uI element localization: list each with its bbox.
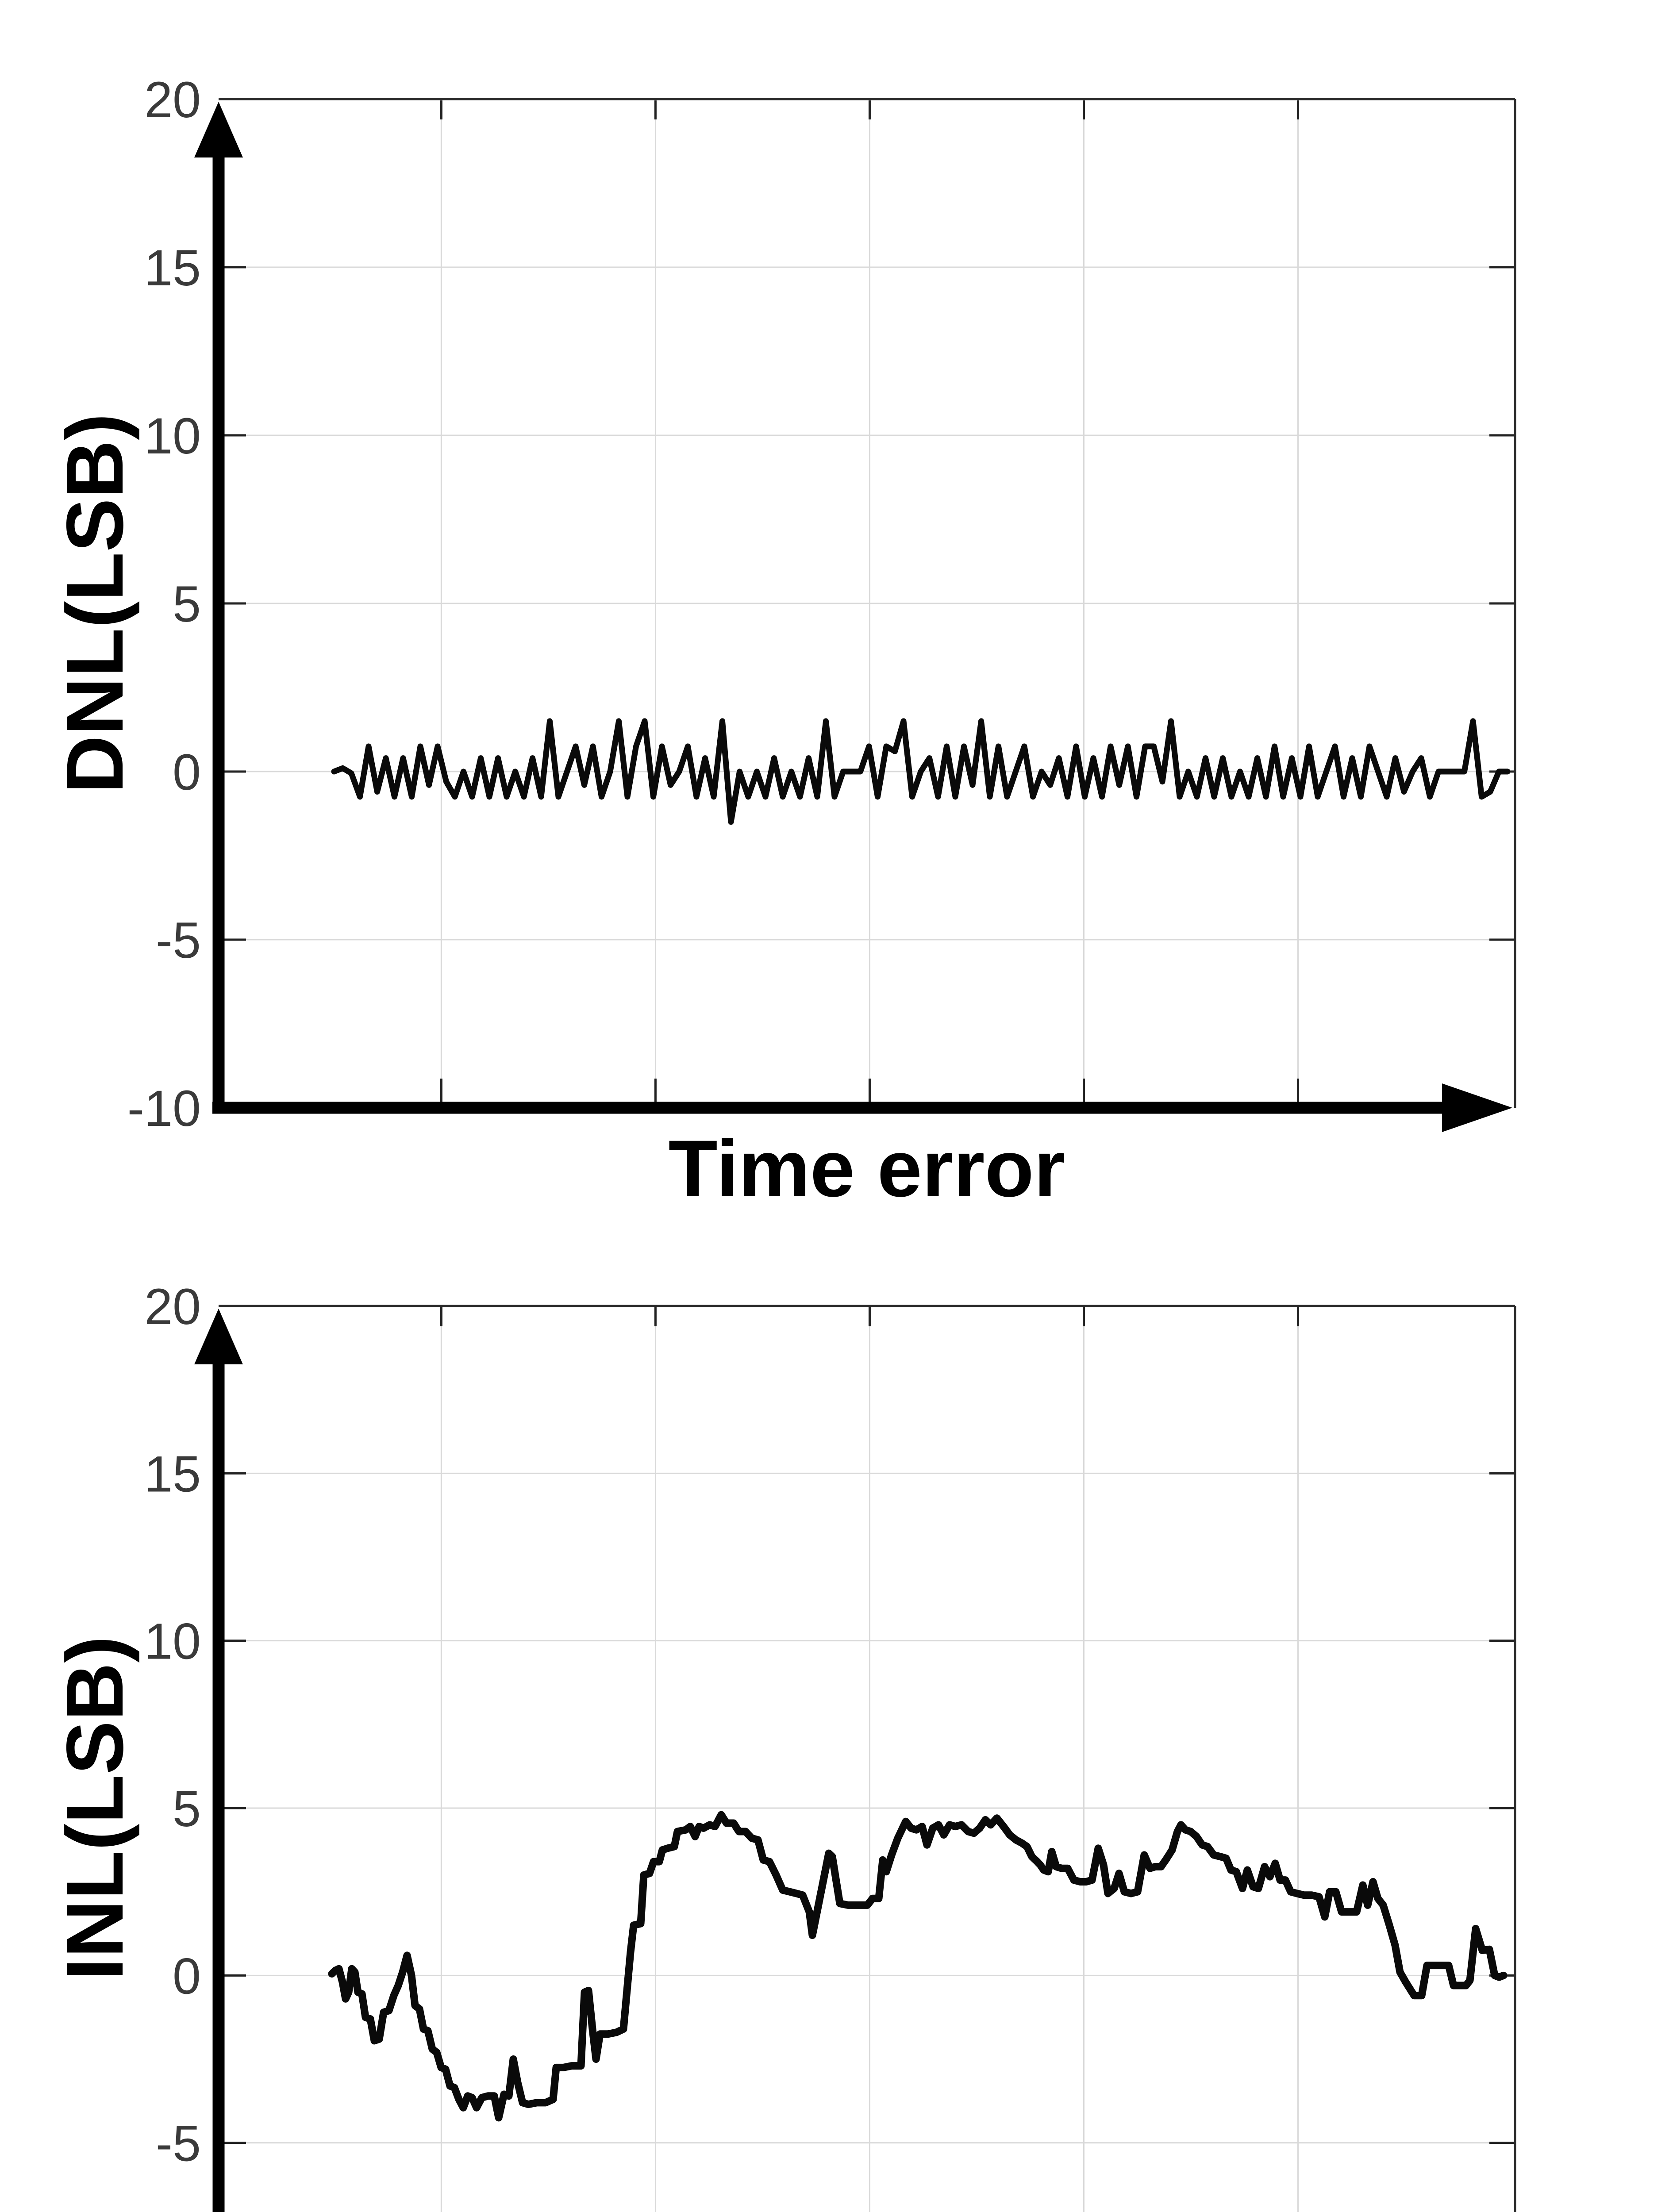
inl-plot-border <box>219 1305 1516 2212</box>
dnl-ytick-m5: -5 <box>156 912 201 969</box>
dnl-curve <box>331 718 1511 825</box>
inl-y-axis-label: INL(LSB) <box>50 1636 140 1980</box>
dnl-axes <box>194 102 1512 1132</box>
inl-ytick-m5: -5 <box>156 2116 201 2172</box>
inl-ytick-5: 5 <box>173 1781 201 1837</box>
dnl-plot-border <box>219 98 1516 1108</box>
inl-ytick-20: 20 <box>144 1279 201 1335</box>
dnl-ytick-m10: -10 <box>127 1080 201 1137</box>
dnl-ytick-15: 15 <box>144 240 201 296</box>
inl-ytick-labels: 20 15 10 5 0 -5 -10 <box>144 1279 201 2172</box>
dnl-ytick-labels: 20 15 10 5 0 -5 -10 <box>127 72 201 1137</box>
dnl-chart: 20 15 10 5 0 -5 -10 DNL(LSB) Time error <box>50 72 1516 1214</box>
inl-curve <box>328 1811 1508 2122</box>
inl-axes <box>194 1309 243 2212</box>
dnl-ytick-0: 0 <box>173 744 201 801</box>
inl-gridlines <box>219 1306 1515 2212</box>
inl-tick-marks <box>224 1307 1514 2144</box>
dnl-ytick-20: 20 <box>144 72 201 128</box>
dnl-ytick-5: 5 <box>173 576 201 633</box>
dnl-ytick-10: 10 <box>144 408 201 465</box>
dnl-y-axis-label: DNL(LSB) <box>50 413 140 793</box>
dnl-gridlines <box>219 99 1515 1108</box>
inl-ytick-10: 10 <box>144 1613 201 1670</box>
dnl-tick-marks <box>224 100 1514 1103</box>
dnl-x-axis-label: Time error <box>669 1123 1065 1214</box>
inl-ytick-15: 15 <box>144 1446 201 1502</box>
inl-chart: 20 15 10 5 0 -5 -10 INL(LSB) Time error <box>50 1279 1516 2212</box>
inl-ytick-0: 0 <box>173 1948 201 2005</box>
